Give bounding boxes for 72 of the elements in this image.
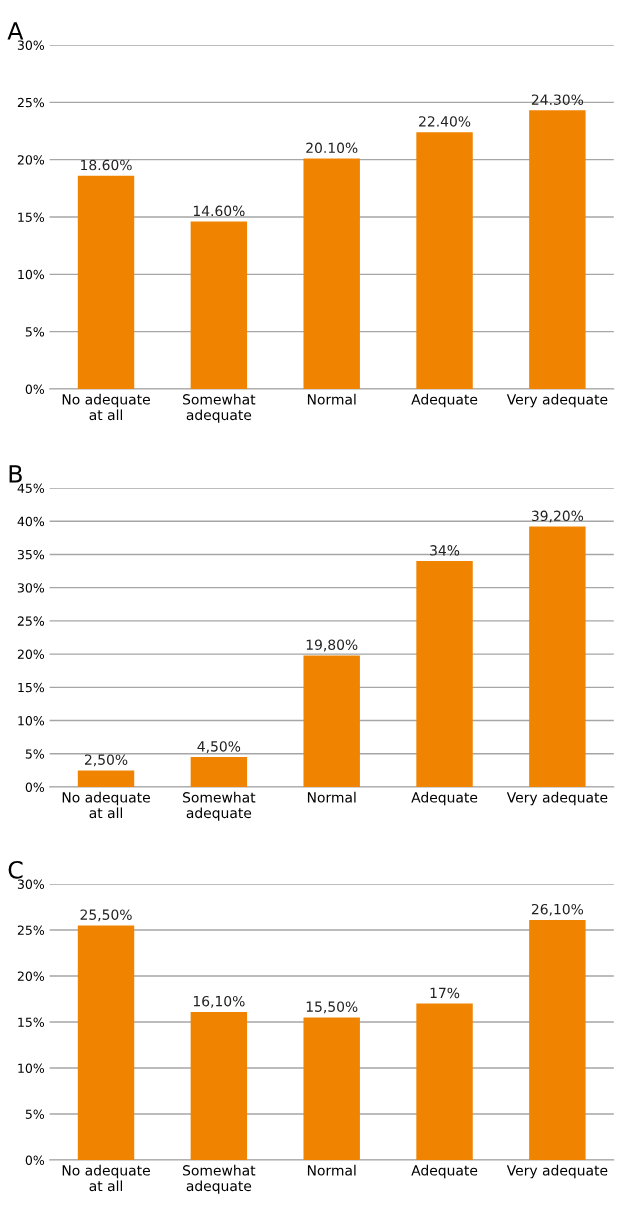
bar xyxy=(416,132,473,389)
bar xyxy=(190,757,248,787)
data-label: 34% xyxy=(430,545,460,556)
y-tick-label: 25% xyxy=(17,97,45,108)
y-tick-label: 5% xyxy=(25,327,45,337)
y-tick-label: 10% xyxy=(18,716,45,726)
y-tick-label: 0% xyxy=(25,384,45,394)
data-label: 26,10% xyxy=(531,903,584,916)
data-label: 15,50% xyxy=(306,1001,358,1014)
x-tick-label: Adequate xyxy=(411,791,478,806)
y-tick-label: 30% xyxy=(17,583,45,593)
data-label: 20.10% xyxy=(306,142,358,154)
x-tick-label: Somewhat adequate xyxy=(183,393,256,423)
data-label: 4,50% xyxy=(197,741,241,754)
bar xyxy=(190,221,248,389)
bar xyxy=(77,925,135,1160)
x-tick-label: Somewhat adequate xyxy=(183,1164,256,1194)
y-tick-label: 10% xyxy=(18,1063,45,1073)
y-tick-label: 30% xyxy=(17,879,45,889)
y-tick-label: 40% xyxy=(17,516,45,527)
chart-title: A xyxy=(7,22,24,40)
data-label: 39,20% xyxy=(531,510,584,523)
y-tick-label: 25% xyxy=(17,616,45,626)
y-tick-label: 15% xyxy=(18,1017,45,1027)
y-tick-label: 30% xyxy=(17,40,45,50)
bar xyxy=(190,1011,248,1160)
y-tick-label: 0% xyxy=(25,782,45,792)
bar xyxy=(416,1003,473,1160)
x-tick-label: No adequate at all xyxy=(62,791,150,819)
y-tick-label: 15% xyxy=(18,212,45,222)
x-tick-label: Somewhat adequate xyxy=(183,791,256,821)
x-tick-label: Normal xyxy=(307,791,356,803)
data-label: 2,50% xyxy=(84,754,128,767)
x-tick-label: Very adequate xyxy=(506,393,608,408)
data-label: 24.30% xyxy=(531,94,584,105)
y-tick-label: 5% xyxy=(25,749,45,759)
y-tick-label: 35% xyxy=(17,549,45,560)
bar xyxy=(529,919,586,1160)
y-tick-label: 5% xyxy=(25,1109,45,1119)
y-tick-label: 25% xyxy=(17,925,45,935)
y-tick-label: 15% xyxy=(18,682,45,693)
bar xyxy=(416,561,473,787)
data-label: 25,50% xyxy=(80,909,132,922)
y-tick-label: 10% xyxy=(18,269,45,280)
x-tick-label: Very adequate xyxy=(506,1164,608,1179)
chart-title: C xyxy=(8,860,23,879)
chart-title: B xyxy=(9,465,22,483)
x-tick-label: No adequate at all xyxy=(62,1164,150,1192)
x-tick-label: Normal xyxy=(307,1164,356,1176)
bar xyxy=(303,158,360,389)
bar xyxy=(77,770,135,787)
y-tick-label: 45% xyxy=(17,483,45,493)
bar xyxy=(529,110,586,389)
y-tick-label: 20% xyxy=(17,155,45,165)
x-tick-label: Adequate xyxy=(411,1164,478,1179)
data-label: 16,10% xyxy=(193,995,245,1008)
bar xyxy=(303,1017,360,1160)
x-tick-label: No adequate at all xyxy=(62,393,150,421)
x-tick-label: Adequate xyxy=(411,393,478,408)
y-tick-label: 20% xyxy=(17,971,45,981)
bar xyxy=(77,175,135,389)
y-tick-label: 0% xyxy=(25,1155,45,1165)
x-tick-label: Very adequate xyxy=(506,791,608,806)
bar xyxy=(303,655,360,787)
data-label: 14.60% xyxy=(193,205,245,217)
data-label: 18.60% xyxy=(81,159,132,171)
x-tick-label: Normal xyxy=(307,393,356,405)
data-label: 17% xyxy=(430,987,460,999)
y-tick-label: 20% xyxy=(17,649,45,660)
bar xyxy=(529,526,586,787)
data-label: 19,80% xyxy=(306,639,358,652)
data-label: 22.40% xyxy=(419,116,471,127)
